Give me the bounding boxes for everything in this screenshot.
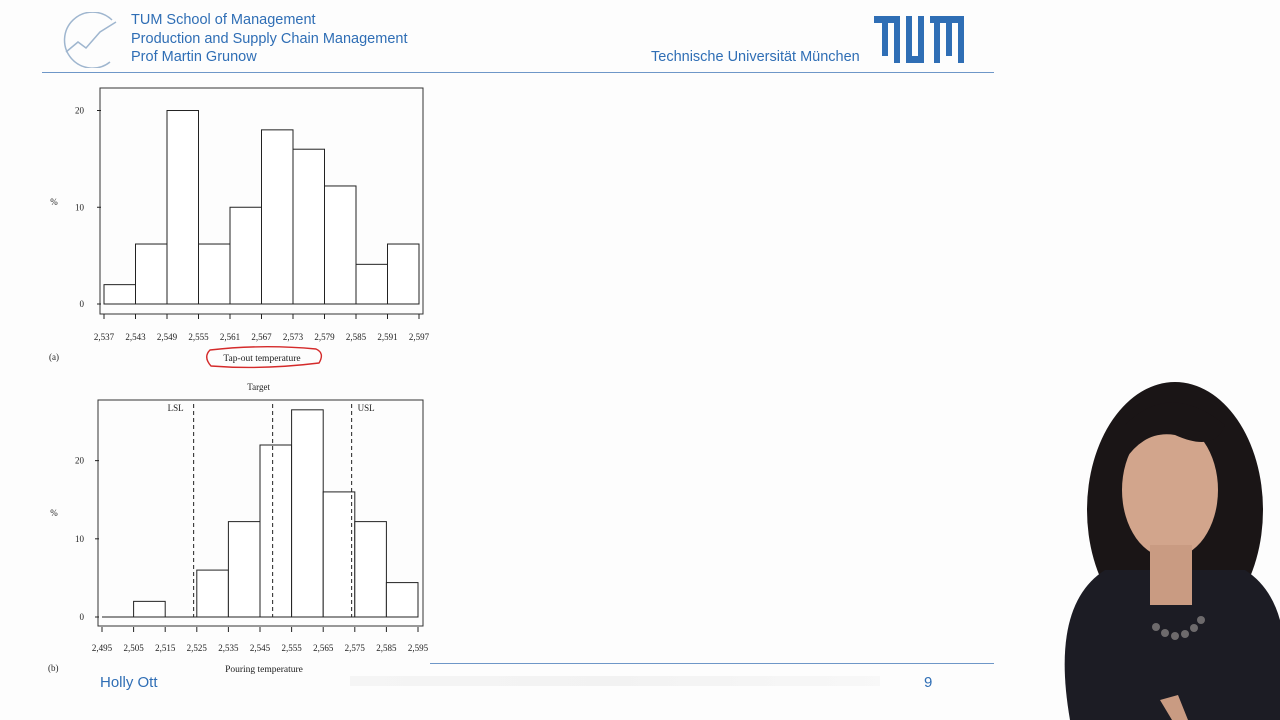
chart-a-bar-6: [292, 148, 325, 305]
chart-b-xtick-label: 2,495: [92, 643, 113, 653]
chart-a-xtick-label: 2,567: [251, 332, 272, 342]
chart-b-xlabel: Pouring temperature: [225, 665, 303, 675]
chart-a-ytick-label: 20: [75, 106, 85, 116]
chart-a-xtick-label: 2,555: [188, 332, 209, 342]
chart-a-ytick-label: 10: [75, 202, 85, 212]
chart-b-xtick-label: 2,545: [250, 643, 271, 653]
chart-b-xticks: 2,495 2,505 2,515 2,525 2,535 2,545 2,555 2,565…: [92, 627, 429, 653]
chart-b-yticks: 0 10 20: [75, 456, 99, 622]
chart-a-bar-1: [135, 243, 168, 305]
chart-b-xtick-label: 2,555: [281, 643, 302, 653]
chart-a-bar-7: [324, 185, 357, 305]
chart-a-bar-8: [355, 263, 388, 305]
chart-b-bar-1: [133, 600, 166, 618]
chart-a-xtick-label: 2,561: [220, 332, 240, 342]
chart-b-ylabel: %: [50, 508, 58, 518]
chart-a-xlabel-circle: [206, 346, 323, 369]
chart-a-xtick-label: 2,579: [314, 332, 335, 342]
chart-b-xtick-label: 2,565: [313, 643, 334, 653]
chart-a-ytick-label: 0: [80, 299, 85, 309]
chart-a-bar-5: [261, 129, 294, 305]
chart-b-bar-5: [259, 444, 293, 618]
chart-b-ytick-label: 0: [80, 612, 85, 622]
speaker-name: Holly Ott: [100, 674, 158, 691]
chart-b-xtick-label: 2,585: [376, 643, 397, 653]
chart-b-label-lsl: LSL: [168, 403, 184, 413]
chart-a-bar-2: [166, 110, 199, 305]
header-line-professor: Prof Martin Grunow: [131, 49, 257, 65]
chart-b-ytick-label: 10: [75, 534, 85, 544]
chart-b-panel-label: (b): [48, 663, 59, 673]
chart-a-xtick-label: 2,537: [94, 332, 115, 342]
chart-b-bar-8: [354, 521, 387, 618]
chart-a-bar-3: [198, 243, 231, 305]
chart-a-bars: [103, 110, 420, 305]
footer-divider: [430, 663, 994, 664]
chart-a-yticks: 0 10 20: [75, 106, 101, 309]
presenter-video: [1064, 382, 1280, 720]
chart-a-bar-9: [387, 243, 420, 305]
chart-a-xtick-label: 2,543: [125, 332, 146, 342]
chart-a-xtick-label: 2,597: [409, 332, 430, 342]
chart-b-xtick-label: 2,515: [155, 643, 176, 653]
chart-a-bar-0: [103, 284, 136, 305]
footer-faint-text: [350, 676, 880, 686]
chart-a-xtick-label: 2,573: [283, 332, 304, 342]
chart-b-ytick-label: 20: [75, 456, 85, 466]
school-logo-icon: [63, 12, 117, 68]
university-name: Technische Universität München: [651, 49, 860, 65]
header-line-chair: Production and Supply Chain Management: [131, 30, 408, 47]
tum-logo: TUM: [874, 16, 964, 63]
chart-b-xtick-label: 2,575: [345, 643, 366, 653]
chart-b-label-usl: USL: [358, 403, 375, 413]
chart-b-bar-7: [322, 491, 356, 618]
chart-tapout: 0 10 20 2,537 2,543 2,549 2,555 2,561 2,567 2,57…: [49, 87, 430, 369]
chart-b-xtick-label: 2,525: [187, 643, 208, 653]
chart-b-bar-6: [291, 409, 324, 618]
chart-b-label-target: Target: [247, 382, 270, 392]
chart-a-ylabel: %: [50, 197, 58, 207]
chart-b-bar-3: [196, 569, 229, 618]
chart-b-bar-9: [385, 582, 419, 618]
chart-a-xtick-label: 2,591: [377, 332, 397, 342]
chart-b-xtick-label: 2,535: [218, 643, 239, 653]
chart-a-bar-4: [229, 206, 262, 305]
chart-a-xticks: 2,537 2,543 2,549 2,555 2,561 2,567 2,573 2,579…: [94, 314, 430, 342]
chart-a-xtick-label: 2,585: [346, 332, 367, 342]
chart-b-xtick-label: 2,595: [408, 643, 429, 653]
chart-a-xtick-label: 2,549: [157, 332, 178, 342]
chart-b-xtick-label: 2,505: [123, 643, 144, 653]
chart-a-xlabel: Tap-out temperature: [223, 354, 300, 364]
page-number: 9: [924, 674, 933, 691]
header-divider: [42, 72, 994, 73]
chart-b-bar-4: [227, 521, 261, 618]
chart-a-panel-label: (a): [49, 352, 59, 362]
header-school: TUM School of Management Production and …: [131, 11, 407, 67]
chart-b-bars: [102, 409, 419, 618]
chart-b-reference-lines: LSL Target USL: [168, 382, 375, 617]
chart-b-frame: [97, 399, 424, 627]
header-line-school: TUM School of Management: [131, 12, 316, 28]
